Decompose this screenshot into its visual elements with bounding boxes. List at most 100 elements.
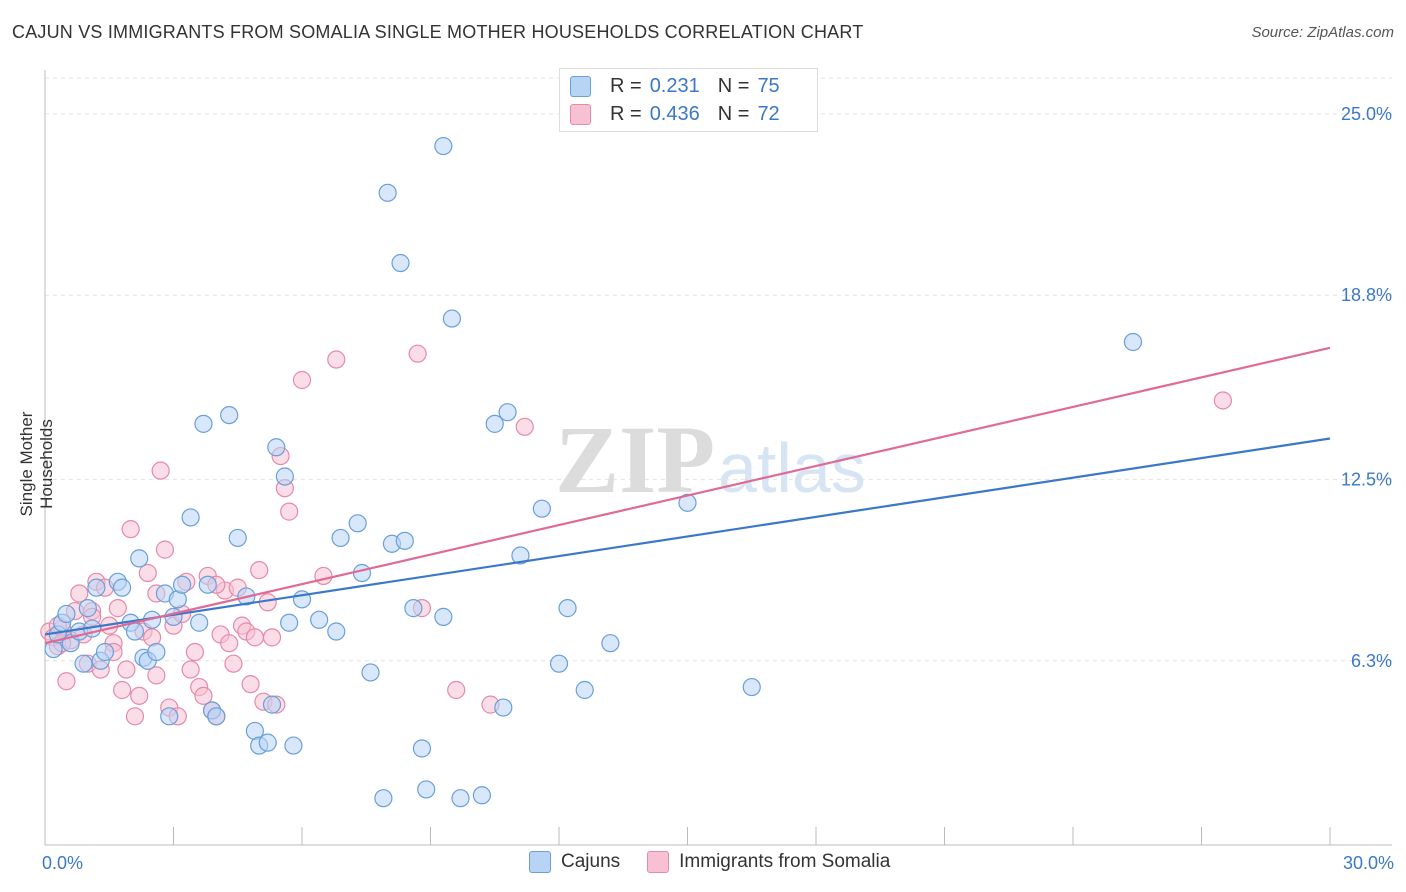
legend-label-somalia: Immigrants from Somalia (679, 851, 891, 872)
somalia-point (185, 642, 205, 662)
cajuns-point (331, 528, 350, 548)
stats-row-somalia: R = 0.436 N = 72 (570, 101, 780, 127)
r-value: 0.231 (649, 74, 700, 97)
r-label: R = (610, 74, 642, 97)
x-tick-label-min: 0.0% (42, 853, 84, 873)
legend-item-cajuns[interactable]: Cajuns (529, 851, 620, 873)
somalia-point (130, 686, 149, 705)
y-tick-label: 18.8% (1341, 285, 1392, 305)
cajuns-point (472, 786, 491, 805)
r-value: 0.436 (649, 102, 700, 125)
somalia-point (151, 461, 170, 480)
somalia-point (220, 634, 239, 653)
cajuns-point (417, 780, 436, 799)
cajuns-point (558, 599, 577, 618)
cajuns-point (498, 403, 517, 422)
stats-legend: R = 0.231 N = 75 R = 0.436 N = 72 (559, 68, 818, 132)
somalia-point (138, 563, 157, 583)
x-tick-label-max: 30.0% (1342, 853, 1394, 873)
somalia-legend-swatch (647, 851, 670, 873)
cajuns-point (190, 613, 209, 632)
cajuns-point (262, 695, 282, 714)
source-label: Source: ZipAtlas.com (1251, 24, 1394, 41)
somalia-point (408, 344, 427, 363)
cajuns-point (147, 642, 166, 662)
somalia-point (112, 680, 132, 700)
cajuns-point (601, 634, 620, 653)
somalia-point (181, 660, 200, 679)
somalia-point (194, 686, 213, 705)
cajuns-point (511, 546, 530, 565)
cajuns-point (434, 136, 453, 156)
legend-label-cajuns: Cajuns (561, 851, 621, 872)
somalia-point (155, 540, 175, 559)
stats-row-cajuns: R = 0.231 N = 75 (570, 73, 780, 99)
cajuns-point (451, 789, 470, 808)
cajuns-point (374, 789, 393, 808)
y-axis-label: Single Mother Households (17, 411, 56, 517)
cajuns-swatch (570, 75, 591, 97)
somalia-point (117, 660, 136, 679)
cajuns-point (228, 528, 247, 548)
cajuns-point (575, 680, 594, 700)
somalia-point (250, 560, 269, 580)
somalia-point (280, 502, 299, 521)
cajuns-point (352, 563, 372, 583)
cajuns-point (532, 499, 551, 518)
somalia-point (108, 599, 127, 618)
somalia-point (327, 350, 346, 369)
cajuns-point (125, 622, 145, 641)
cajuns-point (327, 622, 346, 641)
legend-item-somalia[interactable]: Immigrants from Somalia (647, 851, 890, 873)
cajuns-point (442, 309, 462, 328)
cajuns-point (112, 578, 132, 597)
somalia-point (515, 417, 534, 436)
somalia-point (262, 628, 282, 647)
somalia-point (125, 707, 145, 726)
cajuns-point (742, 677, 761, 697)
somalia-point (1213, 391, 1233, 410)
y-tick-label: 6.3% (1351, 651, 1392, 671)
cajuns-point (194, 414, 213, 433)
somalia-point (245, 628, 264, 647)
cajuns-point (74, 654, 93, 673)
cajuns-point (395, 531, 414, 550)
cajuns-point (164, 607, 183, 626)
cajuns-point (78, 599, 97, 618)
cajuns-point (485, 414, 504, 433)
cajuns-point (549, 654, 569, 673)
cajuns-point (412, 739, 432, 758)
somalia-point (314, 566, 333, 586)
cajuns-point (361, 663, 380, 682)
cajuns-point (267, 438, 286, 457)
watermark-atlas: atlas (718, 429, 866, 507)
cajuns-point (275, 467, 294, 486)
cajuns-point (310, 610, 329, 629)
cajuns-point (1123, 332, 1143, 352)
n-value: 75 (757, 74, 780, 97)
cajuns-point (160, 707, 179, 726)
cajuns-point (434, 607, 453, 626)
n-value: 72 (757, 102, 780, 125)
series-legend: Cajuns Immigrants from Somalia (529, 851, 917, 873)
somalia-point (224, 654, 243, 673)
cajuns-point (258, 733, 277, 752)
chart-title: CAJUN VS IMMIGRANTS FROM SOMALIA SINGLE … (12, 22, 864, 42)
cajuns-point (284, 736, 303, 755)
n-label: N = (717, 102, 750, 125)
cajuns-point (87, 578, 106, 597)
r-label: R = (610, 102, 642, 125)
cajuns-trend-line (44, 437, 1331, 636)
cajuns-point (95, 642, 115, 662)
somalia-point (292, 370, 312, 390)
cajuns-point (130, 549, 149, 568)
cajuns-point (404, 599, 423, 618)
cajuns-point (220, 405, 239, 425)
somalia-point (70, 584, 89, 603)
somalia-point (57, 672, 76, 691)
cajuns-legend-swatch (529, 851, 551, 873)
cajuns-point (494, 698, 513, 717)
cajuns-point (280, 613, 299, 632)
cajuns-point (181, 508, 200, 527)
somalia-swatch (570, 103, 591, 125)
